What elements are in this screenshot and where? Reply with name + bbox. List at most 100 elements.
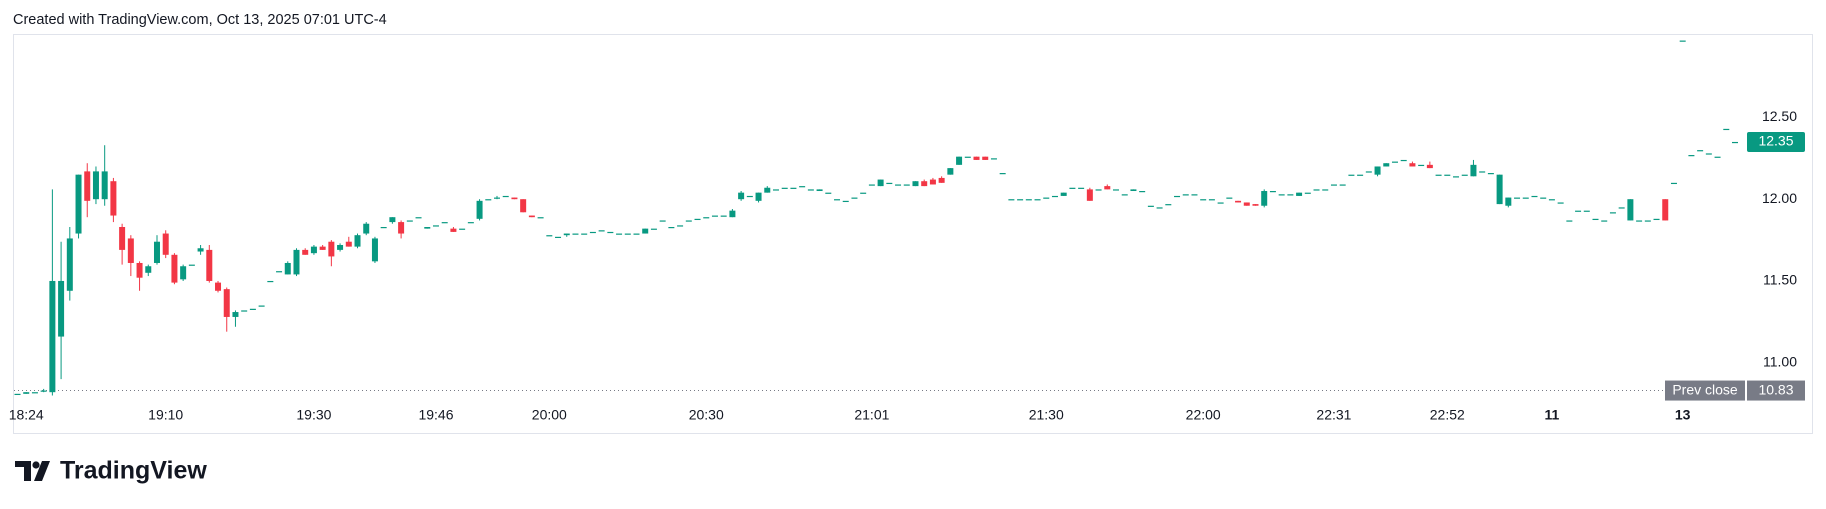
x-tick-label: 20:30 <box>689 407 724 423</box>
candle-body <box>241 310 248 312</box>
candle-body <box>589 231 596 234</box>
candle-body <box>258 305 265 307</box>
candle-body <box>685 220 692 222</box>
candle-body <box>267 280 274 283</box>
candle-body <box>1514 197 1521 199</box>
candle-body <box>302 249 309 255</box>
candle-body <box>1723 128 1730 131</box>
chart-frame <box>13 34 1813 434</box>
candle-body <box>1557 202 1564 204</box>
candle-body <box>101 171 108 200</box>
x-tick-label: 11 <box>1545 407 1560 423</box>
candle-body <box>1113 189 1120 191</box>
candle-body <box>1104 186 1111 190</box>
candle-body <box>1226 197 1233 199</box>
candle-body <box>1662 199 1669 221</box>
candle-body <box>1418 164 1425 167</box>
candle-body <box>1383 163 1390 167</box>
candle-body <box>494 197 501 199</box>
candle-body <box>1200 199 1207 201</box>
candle-body <box>1470 164 1477 177</box>
candle-body <box>476 200 483 219</box>
candle-body <box>694 218 701 221</box>
candle-body <box>807 189 814 191</box>
candle-body <box>990 158 997 160</box>
candle-body <box>1330 184 1337 186</box>
prev-close-value: 10.83 <box>1758 381 1793 397</box>
candle-body <box>337 244 344 250</box>
candle-body <box>92 171 99 200</box>
candle-body <box>816 189 823 192</box>
candle-body <box>729 210 736 218</box>
candle-body <box>1269 191 1276 193</box>
candle-body <box>249 308 256 310</box>
candle-body <box>1008 199 1015 201</box>
candle-body <box>1069 187 1076 189</box>
candle-body <box>1548 199 1555 201</box>
candle-body <box>1522 197 1529 199</box>
candle-body <box>75 174 82 234</box>
candle-body <box>1583 210 1590 212</box>
candle-body <box>206 249 213 281</box>
candle-body <box>406 220 413 222</box>
candle-body <box>772 189 779 191</box>
candle-body <box>764 187 771 193</box>
candle-body <box>293 249 300 275</box>
candle-body <box>31 392 38 394</box>
candle-body <box>1435 174 1442 176</box>
candle-body <box>424 226 431 229</box>
candle-body <box>232 312 239 317</box>
candle-body <box>49 280 56 393</box>
candle-body <box>520 199 527 213</box>
candle-body <box>511 197 518 200</box>
candle-body <box>319 246 326 250</box>
candle-body <box>1627 199 1634 221</box>
candle-body <box>1566 220 1573 222</box>
candle-body <box>84 171 91 201</box>
x-tick-label: 21:01 <box>854 407 889 423</box>
candle-body <box>1165 204 1172 206</box>
candle-body <box>947 168 954 175</box>
y-tick-label: 11.50 <box>1763 272 1797 288</box>
x-tick-label: 22:52 <box>1430 407 1465 423</box>
candle-body <box>790 187 797 189</box>
candle-body <box>555 236 562 239</box>
candle-body <box>616 233 623 235</box>
candle-body <box>1191 194 1198 196</box>
candle-body <box>345 241 352 247</box>
candle-body <box>223 289 230 317</box>
candle-body <box>572 233 579 235</box>
candle-body <box>834 199 841 201</box>
candle-body <box>110 181 117 216</box>
candle-body <box>1043 197 1050 199</box>
candle-body <box>1601 220 1608 222</box>
prev-close-tag <box>1665 380 1745 401</box>
candle-body <box>1653 218 1660 221</box>
candle-body <box>153 241 160 263</box>
candle-body <box>1365 171 1372 173</box>
candle-body <box>607 231 614 234</box>
candle-body <box>1426 164 1433 169</box>
y-tick-label: 12.00 <box>1762 190 1797 206</box>
x-tick-label: 22:00 <box>1186 407 1221 423</box>
candle-body <box>755 192 762 201</box>
candle-body <box>432 225 439 227</box>
candle-body <box>1357 174 1364 176</box>
candle-body <box>1479 171 1486 173</box>
candle-body <box>1374 166 1381 175</box>
logo-text: TradingView <box>60 457 207 485</box>
candle-body <box>633 233 640 235</box>
candle-body <box>371 238 378 262</box>
candle-body <box>842 200 849 203</box>
candle-body <box>738 192 745 200</box>
candle-body <box>1147 205 1154 207</box>
candle-body <box>1235 200 1242 203</box>
candle-body <box>624 233 631 235</box>
candle-body <box>40 390 47 392</box>
candle-body <box>677 225 684 227</box>
candle-body <box>1636 220 1643 222</box>
candle-body <box>398 222 405 234</box>
candle-body <box>720 215 727 217</box>
last-price-label: 12.35 <box>1758 133 1793 149</box>
candle-body <box>284 262 291 275</box>
